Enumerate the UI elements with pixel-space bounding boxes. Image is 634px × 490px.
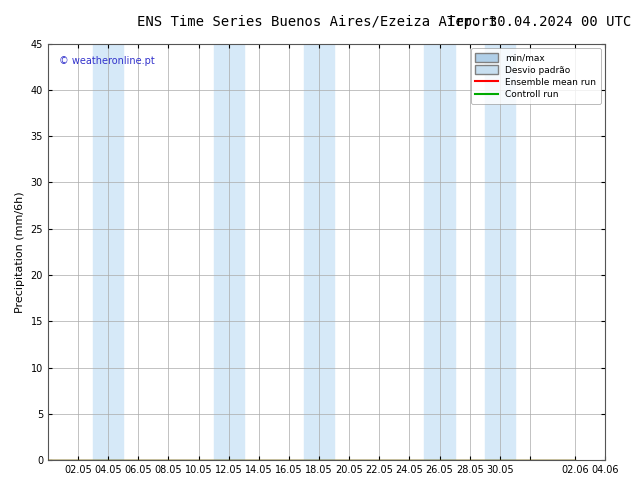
Y-axis label: Precipitation (mm/6h): Precipitation (mm/6h) [15,191,25,313]
Text: ENS Time Series Buenos Aires/Ezeiza Airport: ENS Time Series Buenos Aires/Ezeiza Airp… [137,15,497,29]
Text: Ter. 30.04.2024 00 UTC: Ter. 30.04.2024 00 UTC [447,15,631,29]
Bar [304,44,334,460]
Legend: min/max, Desvio padrão, Ensemble mean run, Controll run: min/max, Desvio padrão, Ensemble mean ru… [471,48,601,104]
Bar [485,44,515,460]
Bar [93,44,123,460]
Bar [425,44,455,460]
Bar [214,44,243,460]
Text: © weatheronline.pt: © weatheronline.pt [59,56,155,66]
